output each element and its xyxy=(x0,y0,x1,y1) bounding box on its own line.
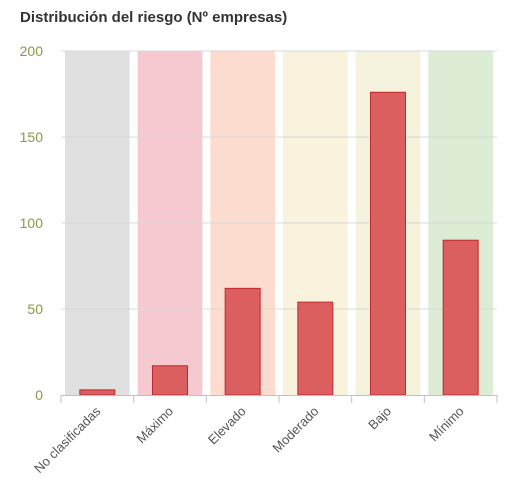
y-tick-label: 0 xyxy=(35,387,43,403)
gridlines xyxy=(61,50,497,310)
bar xyxy=(297,301,334,396)
axes xyxy=(60,395,498,403)
bar xyxy=(224,287,261,396)
y-tick-label: 150 xyxy=(20,129,44,145)
bar xyxy=(152,365,188,396)
x-tick-label: No clasificadas xyxy=(31,403,104,476)
bar xyxy=(442,239,479,396)
x-axis-ticks: No clasificadas Máximo Elevado Moderado Bajo… xyxy=(31,403,467,476)
x-tick-label: Máximo xyxy=(133,404,176,447)
x-tick-label: Moderado xyxy=(269,404,321,456)
y-tick-label: 50 xyxy=(27,301,43,317)
x-tick-label: Elevado xyxy=(205,404,249,448)
bar xyxy=(370,91,406,396)
x-tick-label: Bajo xyxy=(365,404,394,433)
bars xyxy=(79,91,479,396)
chart-title: Distribución del riesgo (Nº empresas) xyxy=(20,9,288,26)
y-tick-label: 200 xyxy=(20,43,44,59)
bar xyxy=(79,389,116,396)
y-axis-ticks: 0 50 100 150 200 xyxy=(20,43,44,403)
y-tick-label: 100 xyxy=(20,215,44,231)
x-tick-label: Mínimo xyxy=(426,404,467,445)
